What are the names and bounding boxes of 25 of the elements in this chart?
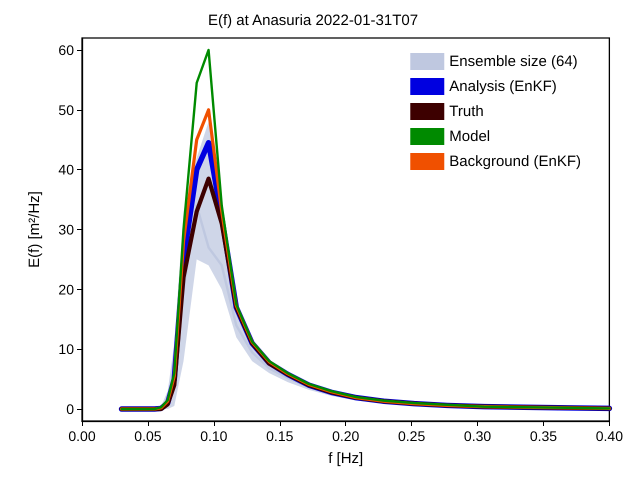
line-series xyxy=(120,48,611,410)
x-tick-label: 0.10 xyxy=(200,428,228,444)
x-tick-label: 0.15 xyxy=(266,428,294,444)
x-tick-label: 0.35 xyxy=(530,428,558,444)
x-tick-label: 0.20 xyxy=(332,428,360,444)
y-tick-label: 20 xyxy=(58,281,74,298)
legend-label: Truth xyxy=(449,103,484,120)
legend-label: Background (EnKF) xyxy=(449,153,582,170)
y-tick-label: 40 xyxy=(58,162,74,178)
y-tick-label: 0 xyxy=(66,401,74,418)
x-tick-label: 0.30 xyxy=(464,428,492,444)
legend-label: Analysis (EnKF) xyxy=(449,78,557,95)
x-tick-label: 0.40 xyxy=(596,428,624,444)
y-tick-label: 30 xyxy=(58,222,74,238)
y-tick-label: 60 xyxy=(58,42,74,58)
legend-label: Model xyxy=(449,128,490,145)
legend-label: Ensemble size (64) xyxy=(449,53,578,70)
x-axis-title: f [Hz] xyxy=(328,450,364,467)
x-tick-label: 0.05 xyxy=(134,428,162,444)
chart-title: E(f) at Anasuria 2022-01-31T07 xyxy=(208,12,418,29)
y-axis-title: E(f) [m²/Hz] xyxy=(26,191,43,268)
y-tick-label: 10 xyxy=(58,341,74,358)
x-tick-label: 0.00 xyxy=(68,428,96,444)
y-tick-label: 50 xyxy=(58,102,74,118)
x-tick-label: 0.25 xyxy=(398,428,426,444)
